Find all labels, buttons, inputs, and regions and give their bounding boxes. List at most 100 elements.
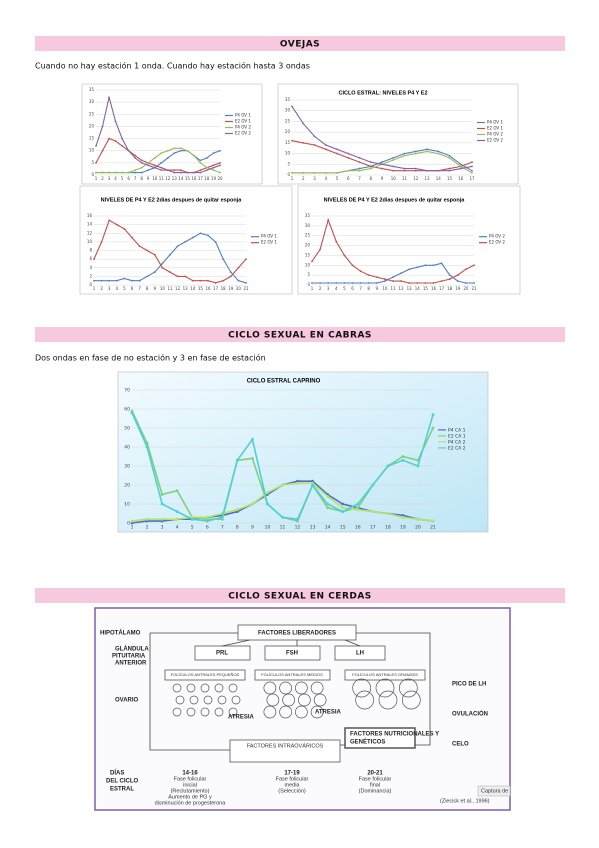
point [251, 502, 254, 506]
point [219, 171, 221, 174]
point [127, 149, 130, 152]
point [206, 169, 208, 172]
point [381, 167, 383, 170]
x-tick-label: 7 [221, 525, 224, 531]
point [237, 266, 240, 269]
point [386, 512, 390, 515]
follicle [214, 707, 224, 717]
point [326, 495, 330, 498]
point [245, 258, 247, 261]
x-tick-label: 2 [146, 525, 149, 531]
follicle [355, 690, 375, 710]
y-tick-label: 20 [89, 123, 95, 128]
x-tick-label: 15 [447, 176, 453, 181]
x-tick-label: 8 [236, 525, 239, 531]
point [134, 171, 137, 174]
point [176, 275, 179, 278]
x-tick-label: 11 [390, 286, 396, 291]
point [214, 281, 217, 284]
label: media [285, 782, 301, 788]
point [214, 240, 217, 243]
x-tick-label: 8 [369, 176, 372, 181]
x-tick-label: 18 [204, 176, 210, 181]
legend-label: P4 OV 2 [235, 125, 251, 130]
label: DÍAS [110, 769, 124, 777]
y-tick-label: 5 [91, 160, 94, 165]
x-tick-label: 14 [436, 176, 442, 181]
x-tick-label: 6 [206, 525, 209, 531]
point [291, 139, 293, 142]
point [465, 282, 467, 284]
x-tick-label: 18 [221, 286, 227, 291]
point [392, 156, 395, 159]
follicle [279, 705, 292, 719]
point [114, 120, 117, 123]
point [311, 483, 314, 487]
point [456, 280, 459, 282]
label: (Reclutamiento) [171, 788, 210, 794]
x-tick-label: 5 [121, 176, 124, 181]
label: PITUITARIA [112, 654, 146, 660]
y-tick-label: 40 [124, 445, 130, 451]
y-tick-label: 30 [124, 464, 130, 470]
y-tick-label: 8 [89, 248, 92, 253]
point [147, 161, 150, 164]
point [351, 264, 354, 267]
point [459, 163, 462, 166]
x-tick-label: 10 [152, 176, 158, 181]
chart-title: CICLO ESTRAL CAPRINO [247, 379, 321, 385]
point [207, 279, 209, 282]
point [192, 154, 195, 157]
x-tick-label: 9 [376, 286, 379, 291]
point [175, 510, 179, 513]
point [408, 282, 411, 284]
x-tick-label: 2 [100, 286, 103, 291]
x-tick-label: 4 [176, 525, 179, 531]
point [384, 280, 386, 282]
chart-title: NIVELES DE P4 Y E2 2dias despues de quit… [324, 197, 466, 203]
point [147, 164, 150, 167]
x-tick-label: 2 [302, 176, 305, 181]
y-tick-label: 14 [87, 222, 93, 227]
x-tick-label: 18 [447, 286, 453, 291]
point [473, 264, 475, 267]
point [134, 157, 137, 159]
point [121, 137, 124, 140]
x-tick-label: 5 [123, 286, 126, 291]
point [101, 171, 104, 174]
box [254, 669, 331, 681]
point [222, 258, 225, 261]
y-tick-label: 6 [89, 256, 92, 261]
label: ATRESIA [228, 715, 255, 721]
label: PICO DE LH [452, 682, 486, 688]
point [266, 491, 269, 494]
x-tick-label: 13 [183, 286, 189, 291]
point [359, 282, 362, 284]
point [153, 166, 156, 169]
point [281, 483, 284, 487]
point [375, 282, 378, 284]
point [392, 159, 395, 161]
follicle [375, 678, 395, 698]
y-tick-label: 0 [91, 172, 94, 177]
label: ANTERIOR [115, 661, 147, 667]
point [108, 171, 110, 174]
point [347, 169, 350, 172]
y-tick-label: 0 [127, 521, 130, 527]
follicle [279, 681, 292, 695]
label: FOLÍCULOS ANTRALES GRANDES [352, 672, 418, 677]
point [199, 159, 202, 162]
point [291, 171, 293, 174]
point [166, 157, 169, 159]
x-tick-label: 21 [471, 286, 477, 291]
label: (Dominancia) [359, 788, 392, 794]
x-tick-label: 19 [228, 286, 234, 291]
y-tick-label: 16 [87, 213, 93, 218]
x-tick-label: 5 [336, 176, 339, 181]
point [341, 510, 345, 513]
legend-label: P4 OV 2 [489, 234, 505, 239]
follicle [378, 690, 398, 710]
x-tick-label: 3 [327, 286, 330, 291]
label: inicial [183, 782, 197, 788]
x-tick-label: 12 [413, 176, 419, 181]
